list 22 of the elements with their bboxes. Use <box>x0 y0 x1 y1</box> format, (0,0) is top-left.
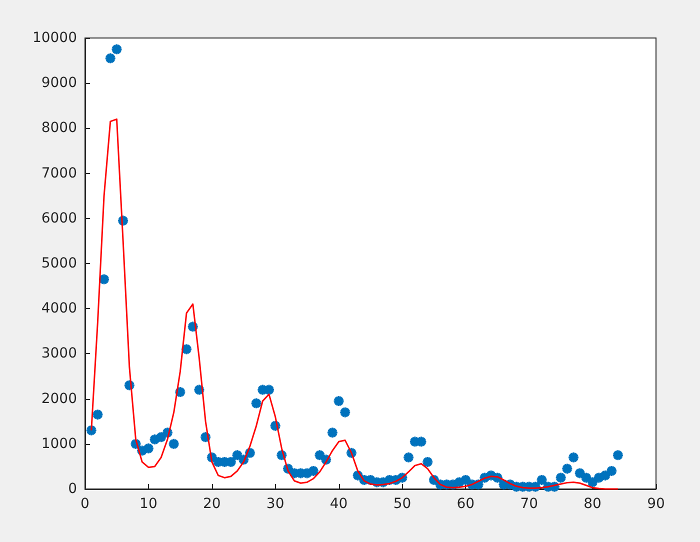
x-tick-label: 0 <box>80 496 90 512</box>
x-tick-label: 10 <box>140 496 158 512</box>
x-tick-label: 50 <box>393 496 412 512</box>
y-tick-label: 0 <box>68 481 77 497</box>
y-tick-label: 4000 <box>41 300 77 317</box>
x-tick-label: 30 <box>266 496 284 512</box>
y-tick-label: 8000 <box>41 120 77 136</box>
y-tick-label: 10000 <box>32 30 77 46</box>
y-tick-label: 9000 <box>41 75 77 92</box>
y-tick-label: 6000 <box>41 210 77 226</box>
y-tick-label: 2000 <box>41 390 77 407</box>
x-tick-label: 80 <box>584 496 602 512</box>
y-tick-label: 5000 <box>41 256 77 272</box>
line-series <box>90 118 619 490</box>
x-tick-label: 40 <box>330 496 348 512</box>
y-tick-label: 7000 <box>41 165 77 182</box>
x-tick-label: 20 <box>202 496 221 512</box>
y-tick-label: 1000 <box>41 436 77 452</box>
y-tick-label: 3000 <box>41 346 77 362</box>
x-tick-label: 70 <box>520 496 538 512</box>
x-tick-label: 60 <box>456 496 475 512</box>
x-tick-label: 90 <box>647 496 665 512</box>
